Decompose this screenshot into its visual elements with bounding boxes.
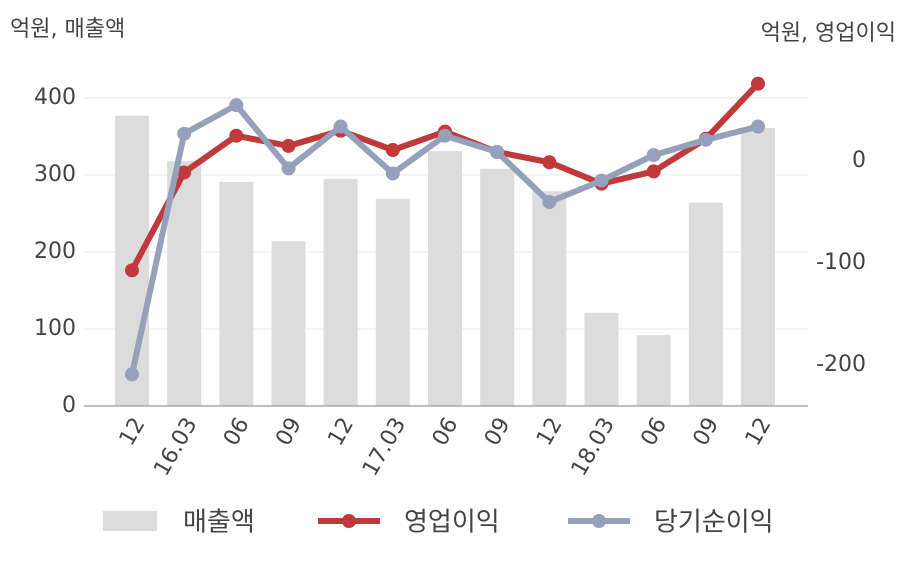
bar [480,168,515,406]
y2-tick-label: -100 [816,250,866,275]
x-tick-label: 12 [532,414,568,451]
bar [115,115,149,407]
point [490,145,505,160]
point [333,119,348,134]
point [125,367,139,382]
y2-tick-label: 0 [852,148,866,173]
x-tick-label: 18.03 [567,414,620,481]
y-axis-title: 억원, 매출액 [10,17,125,42]
legend-swatch [342,514,356,528]
y-tick-label: 400 [34,85,76,110]
legend-label: 영업이익 [404,508,500,538]
y2-tick-label: -200 [816,352,866,377]
x-tick-label: 12 [323,414,359,451]
point [646,164,661,179]
point [698,132,713,147]
legend-label: 매출액 [183,508,255,538]
x-tick-label: 09 [689,414,725,451]
point [438,128,452,143]
point [125,263,139,278]
bar [688,202,723,406]
bar [428,151,462,406]
bar [219,181,254,406]
point [751,119,765,134]
point [385,143,400,158]
y2-axis-title: 억원, 영업이익 [761,21,896,46]
point [385,166,400,181]
legend-swatch [103,511,157,531]
point [177,126,192,141]
point [751,76,765,91]
bar [741,128,775,406]
point [594,173,609,188]
point [281,161,296,176]
legend-swatch [592,514,606,528]
bar [271,241,306,406]
x-tick-label: 16.03 [149,414,202,481]
bar [636,335,671,406]
y-tick-label: 0 [62,393,76,418]
x-tick-label: 09 [271,414,307,451]
y-tick-label: 200 [34,239,76,264]
x-tick-label: 12 [115,414,151,451]
legend-label: 당기순이익 [654,508,774,538]
point [542,195,557,210]
bar [323,178,358,406]
x-tick-label: 09 [480,413,516,450]
y-tick-label: 300 [34,162,76,187]
x-tick-label: 06 [219,414,255,451]
point [646,148,661,163]
point [229,128,244,143]
point [229,98,244,113]
y-tick-label: 100 [34,316,76,341]
x-tick-label: 06 [428,414,464,451]
bar [584,312,619,406]
point [281,138,296,153]
point [542,155,557,170]
x-tick-label: 06 [636,414,672,451]
bar [375,198,410,406]
bar [167,161,202,406]
x-tick-label: 17.03 [358,414,411,481]
bar [532,191,567,406]
point [177,165,192,180]
x-tick-label: 12 [741,414,777,451]
